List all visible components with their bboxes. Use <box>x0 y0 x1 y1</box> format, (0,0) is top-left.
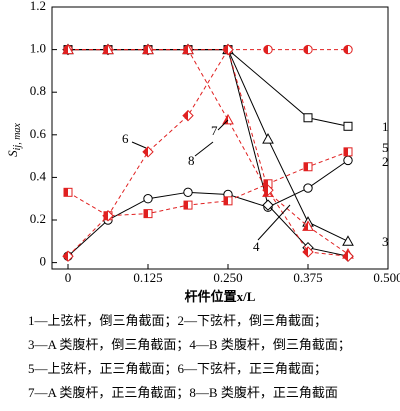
marker <box>102 43 114 55</box>
series-label: 2 <box>382 154 389 169</box>
series-line <box>67 48 349 257</box>
y-tick-label: 1.0 <box>30 41 46 56</box>
label-pointer <box>194 141 214 157</box>
y-tick-label: 0.8 <box>30 83 46 98</box>
y-tick-label: 0.2 <box>30 211 46 226</box>
legend-line: 7—A 类腹杆，正三角截面；8—B 类腹杆，正三角截面 <box>28 385 338 401</box>
marker <box>62 250 74 262</box>
series-label: 6 <box>122 131 129 146</box>
series-line <box>67 151 349 217</box>
plot-frame <box>51 6 389 270</box>
series-label: 8 <box>188 153 195 168</box>
x-tick-label: 0.375 <box>293 270 322 285</box>
marker <box>183 187 193 198</box>
series-label: 3 <box>382 234 389 249</box>
marker <box>342 250 354 262</box>
marker <box>343 44 353 55</box>
marker <box>302 220 314 231</box>
marker <box>63 187 73 197</box>
marker <box>223 196 233 206</box>
marker <box>262 133 274 144</box>
x-tick-label: 0.500 <box>373 270 400 285</box>
series-label: 5 <box>382 140 389 155</box>
label-pointer <box>131 141 147 149</box>
marker <box>262 199 274 211</box>
label-pointer <box>217 119 229 131</box>
marker <box>62 43 74 55</box>
marker <box>303 44 313 55</box>
marker <box>343 147 353 157</box>
marker <box>182 109 194 122</box>
series-label: 1 <box>382 119 389 134</box>
y-tick-label: 0.6 <box>30 126 47 141</box>
marker <box>302 246 314 258</box>
marker <box>343 121 353 131</box>
marker <box>142 146 154 158</box>
x-tick-label: 0 <box>65 270 72 285</box>
marker <box>143 194 153 204</box>
y-axis-label: Sij, max <box>5 123 23 157</box>
marker <box>262 184 274 196</box>
marker <box>303 113 313 123</box>
y-label-sub: ij, max <box>12 123 23 151</box>
legend-line: 5—上弦杆，正三角截面；6—下弦杆，正三角截面； <box>28 361 327 377</box>
series-label: 4 <box>253 239 260 254</box>
series-line <box>67 159 349 257</box>
y-tick-label: 1.2 <box>30 0 46 13</box>
marker <box>183 200 193 210</box>
marker <box>303 183 313 193</box>
y-tick-label: 0.4 <box>30 168 47 183</box>
marker <box>142 43 154 55</box>
series-label: 7 <box>211 123 218 138</box>
legend-line: 1—上弦杆，倒三角截面；2—下弦杆，倒三角截面； <box>28 313 327 329</box>
legend-line: 3—A 类腹杆，倒三角截面；4—B 类腹杆，倒三角截面； <box>28 337 351 353</box>
marker <box>143 209 153 219</box>
marker <box>342 235 354 246</box>
marker <box>222 113 234 125</box>
marker <box>343 155 353 166</box>
y-tick-label: 0 <box>40 254 47 269</box>
y-label-main: S <box>5 150 20 157</box>
x-tick-label: 0.250 <box>213 270 242 285</box>
marker <box>263 44 273 55</box>
x-axis-label: 杆件位置x/L <box>185 289 256 304</box>
marker <box>182 43 194 55</box>
marker <box>303 162 313 172</box>
label-pointer <box>257 204 291 241</box>
marker <box>222 43 234 56</box>
marker <box>102 210 114 222</box>
x-tick-label: 0.125 <box>133 270 162 285</box>
